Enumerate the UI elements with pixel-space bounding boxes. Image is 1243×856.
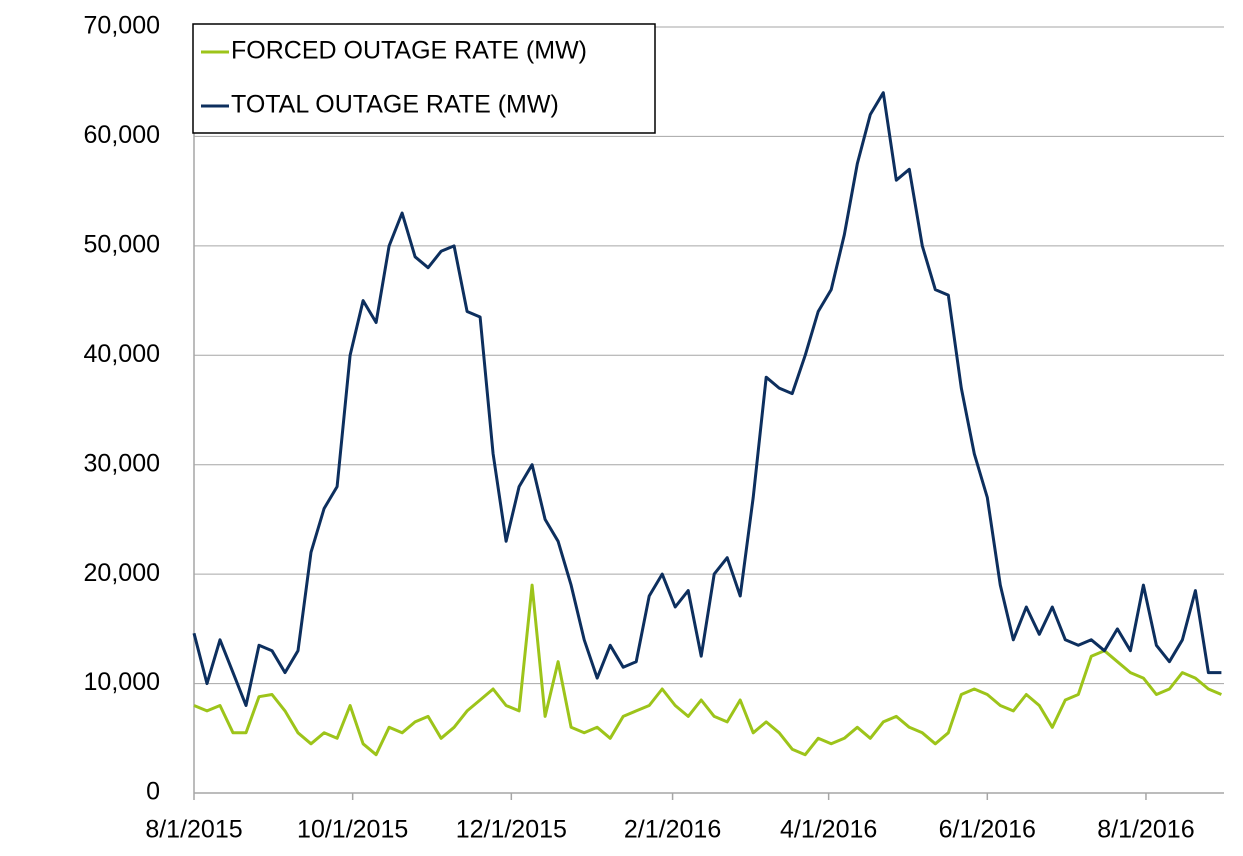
x-tick-label: 6/1/2016: [939, 816, 1036, 844]
y-tick-label: 70,000: [84, 12, 160, 40]
legend-box: [192, 23, 656, 134]
x-tick-label: 10/1/2015: [297, 816, 408, 844]
y-tick-label: 40,000: [84, 340, 160, 368]
series-line: [192, 91, 1222, 707]
y-tick-label: 10,000: [84, 668, 160, 696]
legend-label: FORCED OUTAGE RATE (MW): [231, 37, 587, 65]
x-tick-label: 8/1/2016: [1097, 816, 1194, 844]
y-tick-label: 60,000: [84, 121, 160, 149]
x-tick-label: 4/1/2016: [780, 816, 877, 844]
y-tick-label: 0: [146, 778, 160, 806]
x-tick-label: 12/1/2015: [456, 816, 567, 844]
legend-label: TOTAL OUTAGE RATE (MW): [231, 91, 559, 119]
y-tick-label: 20,000: [84, 559, 160, 587]
x-tick-label: 8/1/2015: [145, 816, 242, 844]
series-line: [193, 583, 1222, 757]
y-tick-label: 50,000: [84, 230, 160, 258]
y-tick-label: 30,000: [84, 449, 160, 477]
legend: FORCED OUTAGE RATE (MW) TOTAL OUTAGE RATE…: [192, 23, 656, 134]
x-tick-label: 2/1/2016: [624, 816, 721, 844]
